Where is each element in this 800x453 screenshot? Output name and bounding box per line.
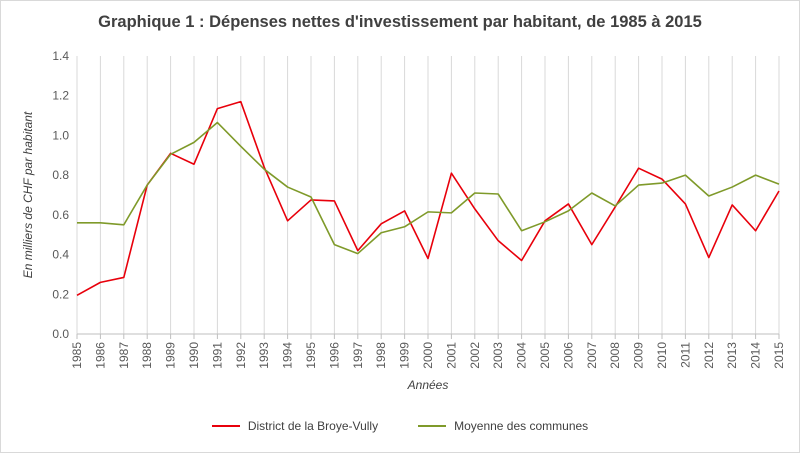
legend-swatch-district	[211, 425, 240, 427]
x-tick-label: 1994	[281, 342, 295, 369]
axes	[76, 333, 780, 339]
x-tick-label: 1993	[257, 342, 271, 369]
series-line-moyenne	[77, 121, 780, 255]
x-axis-label: Années	[407, 378, 449, 392]
x-tick-label: 2012	[702, 342, 716, 369]
series-line-district	[76, 100, 780, 296]
y-tick-label: 0.2	[52, 287, 69, 301]
chart-title: Graphique 1 : Dépenses nettes d'investis…	[98, 13, 702, 31]
x-tick-label: 2006	[561, 342, 575, 369]
x-tick-label: 1989	[164, 342, 178, 369]
y-tick-label: 1.0	[52, 128, 69, 142]
y-tick-labels: 0.0 0.2 0.4 0.6 0.8 1.0 1.2 1.4	[52, 49, 69, 341]
y-axis-label: En milliers de CHF par habitant	[21, 111, 35, 278]
y-tick-label: 0.4	[52, 248, 69, 262]
y-tick-label: 0.6	[52, 208, 69, 222]
x-tick-label: 2009	[632, 342, 646, 369]
x-tick-label: 2011	[678, 342, 692, 368]
legend-item-moyenne: Moyenne des communes	[418, 419, 588, 433]
x-tick-label: 1986	[93, 342, 107, 369]
x-tick-label: 1991	[210, 342, 224, 369]
y-tick-label: 0.0	[52, 327, 69, 341]
x-tick-label: 1995	[304, 342, 318, 369]
x-tick-label: 2003	[491, 342, 505, 369]
x-tick-label: 2014	[749, 342, 763, 369]
x-tick-label: 1997	[351, 342, 365, 369]
x-tick-label: 1985	[70, 342, 84, 369]
y-tick-label: 1.4	[52, 49, 69, 63]
x-tick-label: 2013	[725, 342, 739, 369]
x-tick-label: 1992	[234, 342, 248, 369]
legend: District de la Broye-Vully Moyenne des c…	[0, 419, 800, 433]
x-tick-label: 1990	[187, 342, 201, 369]
x-tick-label: 2001	[444, 342, 458, 369]
x-tick-label: 2002	[468, 342, 482, 369]
y-tick-label: 1.2	[52, 89, 69, 103]
x-tick-label: 2007	[585, 342, 599, 369]
legend-item-district: District de la Broye-Vully	[211, 419, 379, 433]
x-tick-label: 2000	[421, 342, 435, 369]
x-tick-label: 1999	[398, 342, 412, 369]
x-tick-label: 1987	[117, 342, 131, 369]
x-tick-label: 1988	[140, 342, 154, 369]
x-tick-label: 2015	[772, 342, 786, 369]
x-tick-label: 2005	[538, 342, 552, 369]
x-tick-label: 2010	[655, 342, 669, 369]
x-tick-label: 1998	[374, 342, 388, 369]
y-tick-label: 0.8	[52, 168, 69, 182]
x-tick-label: 1996	[327, 342, 341, 369]
gridlines	[76, 56, 780, 334]
x-tick-label: 2008	[608, 342, 622, 369]
x-tick-label: 2004	[515, 342, 529, 369]
legend-label-district: District de la Broye-Vully	[247, 419, 379, 433]
legend-label-moyenne: Moyenne des communes	[454, 419, 589, 433]
legend-swatch-moyenne	[418, 425, 447, 427]
series-lines	[76, 100, 780, 296]
x-tick-labels: 1985 1986 1987 1988 1989 1990 1991 1992 1993 1994…	[70, 342, 786, 369]
